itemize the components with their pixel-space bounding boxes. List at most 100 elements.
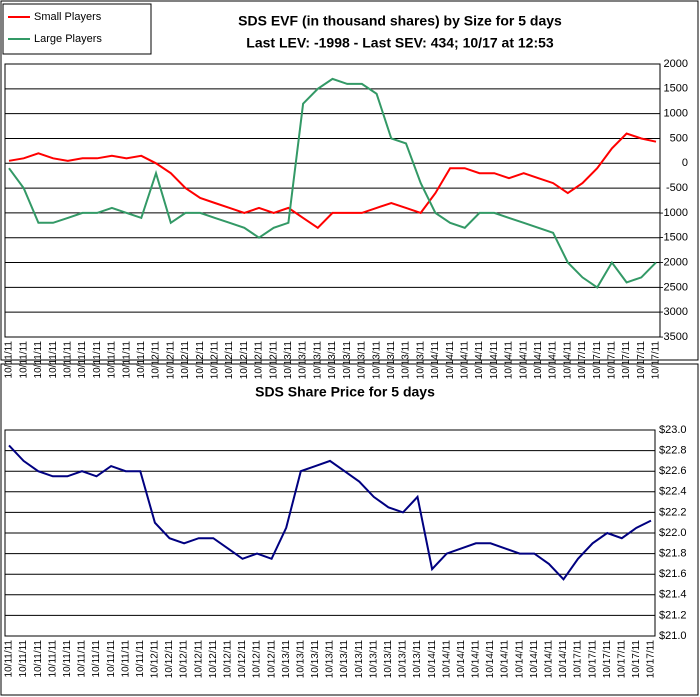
x-tick-label: 10/11/11	[33, 640, 44, 678]
x-tick-label: 10/17/11	[602, 640, 613, 679]
x-tick-label: 10/13/11	[327, 341, 338, 380]
x-tick-label: 10/12/11	[179, 640, 190, 679]
x-tick-label: 10/14/11	[430, 341, 441, 380]
x-tick-label: 10/14/11	[441, 640, 452, 679]
x-tick-label: 10/12/11	[164, 640, 175, 679]
x-tick-label: 10/11/11	[4, 640, 15, 678]
y-tick-label: 500	[670, 132, 688, 144]
x-tick-label: 10/12/11	[254, 341, 265, 380]
y-tick-label: -1000	[660, 207, 688, 219]
x-tick-label: 10/17/11	[621, 341, 632, 380]
x-tick-label: 10/13/11	[325, 640, 336, 679]
x-tick-label: 10/17/11	[587, 640, 598, 679]
y-tick-label: $22.4	[659, 486, 687, 498]
series-line	[8, 132, 657, 230]
x-tick-label: 10/12/11	[210, 341, 221, 380]
y-tick-label: -3000	[660, 306, 688, 318]
y-tick-label: 2000	[664, 58, 688, 70]
plot-area	[4, 429, 656, 637]
x-tick-label: 10/13/11	[295, 640, 306, 679]
x-tick-label: 10/11/11	[18, 341, 29, 379]
x-tick-label: 10/11/11	[4, 341, 15, 379]
y-tick-label: 1500	[664, 83, 688, 95]
x-tick-label: 10/13/11	[371, 341, 382, 380]
x-tick-label: 10/11/11	[77, 640, 88, 678]
x-tick-label: 10/14/11	[485, 640, 496, 679]
x-tick-label: 10/12/11	[195, 341, 206, 380]
y-tick-label: -1500	[660, 232, 688, 244]
x-tick-label: 10/14/11	[514, 640, 525, 679]
y-tick-label: $22.8	[659, 445, 687, 457]
x-tick-label: 10/14/11	[544, 640, 555, 679]
y-tick-label: $21.8	[659, 548, 687, 560]
x-tick-label: 10/13/11	[310, 640, 321, 679]
chart-title: SDS Share Price for 5 days	[255, 384, 435, 400]
x-tick-label: 10/14/11	[548, 341, 559, 380]
x-tick-label: 10/13/11	[339, 640, 350, 679]
x-tick-label: 10/14/11	[474, 341, 485, 380]
x-tick-label: 10/12/11	[151, 341, 162, 380]
x-tick-label: 10/13/11	[354, 640, 365, 679]
x-tick-label: 10/17/11	[651, 341, 662, 380]
y-tick-label: $21.0	[659, 630, 687, 642]
chart-subtitle: Last LEV: -1998 - Last SEV: 434; 10/17 a…	[246, 35, 554, 51]
x-tick-label: 10/11/11	[107, 341, 118, 379]
x-tick-label: 10/11/11	[18, 640, 29, 678]
x-tick-label: 10/14/11	[500, 640, 511, 679]
y-tick-label: -2500	[660, 281, 688, 293]
x-tick-label: 10/13/11	[357, 341, 368, 380]
x-tick-label: 10/13/11	[412, 640, 423, 679]
x-tick-label: 10/11/11	[92, 341, 103, 379]
x-tick-label: 10/14/11	[529, 640, 540, 679]
x-tick-label: 10/14/11	[459, 341, 470, 380]
x-tick-label: 10/12/11	[208, 640, 219, 679]
x-tick-label: 10/13/11	[283, 341, 294, 380]
y-tick-label: -500	[666, 182, 688, 194]
y-tick-label: $23.0	[659, 424, 687, 436]
x-tick-label: 10/12/11	[237, 640, 248, 679]
x-tick-label: 10/12/11	[266, 640, 277, 679]
x-tick-label: 10/12/11	[165, 341, 176, 380]
x-tick-label: 10/13/11	[342, 341, 353, 380]
y-tick-label: -2000	[660, 256, 688, 268]
x-tick-label: 10/13/11	[401, 341, 412, 380]
x-tick-label: 10/12/11	[223, 640, 234, 679]
x-tick-label: 10/14/11	[562, 341, 573, 380]
x-tick-label: 10/13/11	[281, 640, 292, 679]
x-tick-label: 10/17/11	[631, 640, 642, 679]
x-tick-label: 10/14/11	[471, 640, 482, 679]
legend-label: Small Players	[34, 11, 102, 23]
x-tick-label: 10/11/11	[62, 640, 73, 678]
x-tick-label: 10/13/11	[368, 640, 379, 679]
x-tick-label: 10/14/11	[456, 640, 467, 679]
y-tick-label: $21.6	[659, 568, 687, 580]
series-line	[8, 444, 652, 581]
x-tick-label: 10/14/11	[518, 341, 529, 380]
plot-area	[4, 63, 661, 338]
y-tick-label: 1000	[664, 108, 688, 120]
x-tick-label: 10/11/11	[48, 341, 59, 379]
x-tick-label: 10/11/11	[120, 640, 131, 678]
x-tick-label: 10/11/11	[135, 640, 146, 678]
x-tick-label: 10/17/11	[636, 341, 647, 380]
x-tick-label: 10/11/11	[77, 341, 88, 379]
y-tick-label: -3500	[660, 331, 688, 343]
legend-label: Large Players	[34, 33, 102, 45]
y-tick-label: $21.2	[659, 609, 687, 621]
x-tick-label: 10/14/11	[427, 640, 438, 679]
x-tick-label: 10/17/11	[592, 341, 603, 380]
y-tick-label: 0	[682, 157, 688, 169]
x-tick-label: 10/11/11	[62, 341, 73, 379]
x-tick-label: 10/11/11	[91, 640, 102, 678]
x-tick-label: 10/12/11	[224, 341, 235, 380]
y-tick-label: $22.2	[659, 506, 687, 518]
x-tick-label: 10/14/11	[489, 341, 500, 380]
y-tick-label: $22.0	[659, 527, 687, 539]
x-tick-label: 10/13/11	[415, 341, 426, 380]
x-tick-label: 10/14/11	[504, 341, 515, 380]
x-tick-label: 10/13/11	[312, 341, 323, 380]
x-tick-label: 10/17/11	[577, 341, 588, 380]
x-tick-label: 10/13/11	[383, 640, 394, 679]
x-tick-label: 10/12/11	[268, 341, 279, 380]
